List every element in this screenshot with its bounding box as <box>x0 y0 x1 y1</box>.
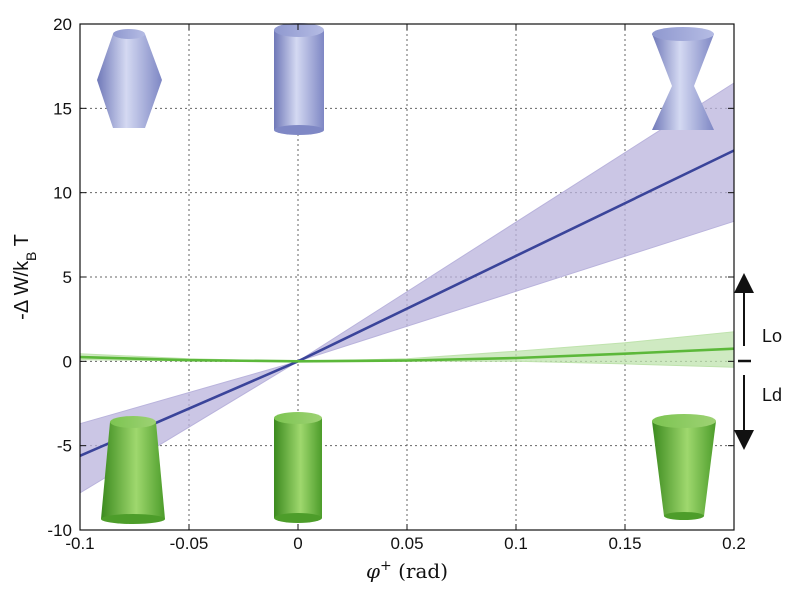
y-tick-label: 5 <box>63 268 72 287</box>
x-tick-label: 0 <box>293 534 302 553</box>
x-axis-label: φ+ (rad) <box>366 558 448 583</box>
x-tick-label: 0.2 <box>722 534 746 553</box>
blue-hourglass-shape-icon <box>652 27 714 130</box>
phase-annotation: Lo Ld <box>734 273 782 450</box>
x-tick-label: 0.05 <box>390 534 423 553</box>
y-axis-label: -Δ W/kB T <box>11 234 39 320</box>
x-tick-label: -0.05 <box>170 534 209 553</box>
blue-cylinder-shape-icon <box>274 23 324 135</box>
green-frustum-right-shape-icon <box>652 414 716 520</box>
ticks: -0.1 -0.05 0 0.05 0.1 0.15 0.2 -10 -5 0 5 10 15 20 <box>47 15 745 553</box>
green-cylinder-shape-icon <box>274 412 322 523</box>
y-tick-label: 10 <box>53 184 72 203</box>
annotation-lo: Lo <box>762 326 782 346</box>
x-tick-label: 0.15 <box>608 534 641 553</box>
annotation-ld: Ld <box>762 385 782 405</box>
y-tick-label: -5 <box>57 437 72 456</box>
y-tick-label: 15 <box>53 99 72 118</box>
y-tick-label: 0 <box>63 352 72 371</box>
x-tick-label: -0.1 <box>65 534 94 553</box>
green-frustum-left-shape-icon <box>101 416 165 524</box>
green-series-line <box>79 347 735 363</box>
y-tick-label: -10 <box>47 521 72 540</box>
blue-bulge-shape-icon <box>97 29 162 128</box>
x-tick-label: 0.1 <box>504 534 528 553</box>
shape-icons <box>97 23 716 524</box>
y-tick-label: 20 <box>53 15 72 34</box>
